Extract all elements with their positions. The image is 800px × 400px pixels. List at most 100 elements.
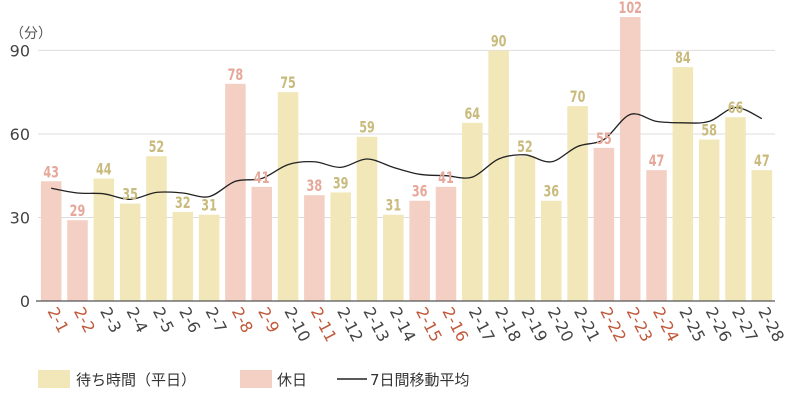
y-tick-label: 30 <box>10 208 30 227</box>
bar <box>619 17 641 301</box>
bar-value-label: 64 <box>464 105 480 123</box>
bar <box>672 67 694 301</box>
bar-value-label: 78 <box>228 66 244 84</box>
bar-value-label: 52 <box>517 139 533 157</box>
line-layer <box>51 106 763 201</box>
bar-value-label: 58 <box>701 122 717 140</box>
x-tick-label: 2-27 <box>728 304 762 345</box>
bar-value-label: 41 <box>254 169 270 187</box>
bar-value-label: 35 <box>122 186 138 204</box>
legend-label-average: 7日間移動平均 <box>370 371 470 389</box>
x-tick-label: 2-7 <box>202 304 231 336</box>
bar-value-label: 70 <box>570 89 586 107</box>
bar <box>514 156 536 301</box>
bar-value-label: 47 <box>754 153 770 171</box>
bar <box>93 178 115 301</box>
bar <box>435 186 457 301</box>
bar-value-label: 84 <box>675 50 691 68</box>
x-tick-label: 2-3 <box>96 304 125 336</box>
bar <box>383 214 404 301</box>
x-tick-label: 2-5 <box>149 304 178 336</box>
bar <box>198 214 220 301</box>
bar <box>119 203 141 301</box>
bar-value-label: 36 <box>543 183 559 201</box>
bar-value-label: 52 <box>149 139 165 157</box>
bar <box>67 220 88 301</box>
y-axis-label: （分） <box>10 26 52 42</box>
bar <box>593 147 615 301</box>
label-layer: 43 29 44 35 52 32 31 78 41 75 38 39 59 31 36 41 64 90 52 36… <box>43 0 769 221</box>
bar-value-label: 75 <box>280 75 296 93</box>
x-tick-label: 2-23 <box>623 304 657 345</box>
bar <box>567 106 588 301</box>
bar <box>646 170 667 301</box>
bar-value-label: 102 <box>619 0 642 17</box>
bar-value-label: 59 <box>359 119 375 137</box>
bar <box>751 170 773 301</box>
y-tick-label: 60 <box>10 125 30 144</box>
x-tick-label: 2-15 <box>412 304 446 345</box>
x-tick-label: 2-2 <box>70 304 99 336</box>
bar <box>277 92 299 301</box>
bar-value-label: 44 <box>96 161 112 179</box>
bar-value-label: 47 <box>649 153 665 171</box>
bar <box>725 117 746 301</box>
bar <box>409 200 430 301</box>
bar-value-label: 32 <box>175 195 191 213</box>
x-tick-label: 2-24 <box>649 304 683 345</box>
x-tick-label: 2-26 <box>702 304 736 345</box>
bar-value-label: 41 <box>438 169 454 187</box>
bar <box>541 200 562 301</box>
x-tick-label: 2-25 <box>675 304 709 345</box>
bar-value-label: 55 <box>596 130 612 148</box>
bar <box>225 83 246 301</box>
bar-value-label: 36 <box>412 183 428 201</box>
legend-label-holiday: 休日 <box>277 371 307 389</box>
x-tick-label: 2-9 <box>254 304 283 336</box>
y-tick-label: 0 <box>20 292 30 311</box>
moving-average-line <box>51 106 763 201</box>
bar <box>698 139 720 301</box>
x-tick-label: 2-12 <box>333 304 367 345</box>
bar-value-label: 90 <box>491 33 507 51</box>
bar <box>488 50 509 301</box>
bar <box>462 122 483 301</box>
legend-swatch-weekday <box>38 370 70 388</box>
x-tick-label: 2-10 <box>281 304 315 345</box>
bar-layer <box>40 17 773 301</box>
bar <box>251 186 272 301</box>
x-tick-label: 2-20 <box>544 304 578 345</box>
bar <box>172 211 194 301</box>
bar-value-label: 66 <box>728 100 744 118</box>
bar-value-label: 39 <box>333 175 349 193</box>
x-tick-label: 2-4 <box>123 304 152 336</box>
bar <box>304 195 325 301</box>
bar <box>330 192 351 301</box>
x-tick-label: 2-16 <box>438 304 472 345</box>
x-tick-label: 2-18 <box>491 304 525 345</box>
x-tick-label: 2-28 <box>754 304 788 345</box>
bar <box>146 156 167 301</box>
x-tick-label: 2-19 <box>517 304 551 345</box>
y-tick-label: 90 <box>10 41 30 60</box>
bar <box>40 181 62 301</box>
bar-value-label: 29 <box>70 203 86 221</box>
x-tick-label: 2-21 <box>570 304 604 345</box>
bar-value-label: 31 <box>201 197 217 215</box>
bar-value-label: 43 <box>43 164 59 182</box>
legend: 待ち時間（平日） 休日 7日間移動平均 <box>38 370 470 389</box>
x-tick-label: 2-8 <box>228 304 257 336</box>
x-tick-label: 2-11 <box>307 304 341 345</box>
legend-label-weekday: 待ち時間（平日） <box>76 371 196 389</box>
legend-swatch-holiday <box>240 370 272 388</box>
x-tick-label: 2-22 <box>596 304 630 345</box>
x-tick-label: 2-17 <box>465 304 499 345</box>
bar-value-label: 31 <box>386 197 402 215</box>
bar <box>356 136 378 301</box>
x-tick-label: 2-13 <box>359 304 393 345</box>
x-tick-label: 2-6 <box>175 304 204 336</box>
x-tick-label: 2-14 <box>386 304 420 345</box>
x-tick-label: 2-1 <box>44 304 73 336</box>
bar-value-label: 38 <box>307 178 323 196</box>
